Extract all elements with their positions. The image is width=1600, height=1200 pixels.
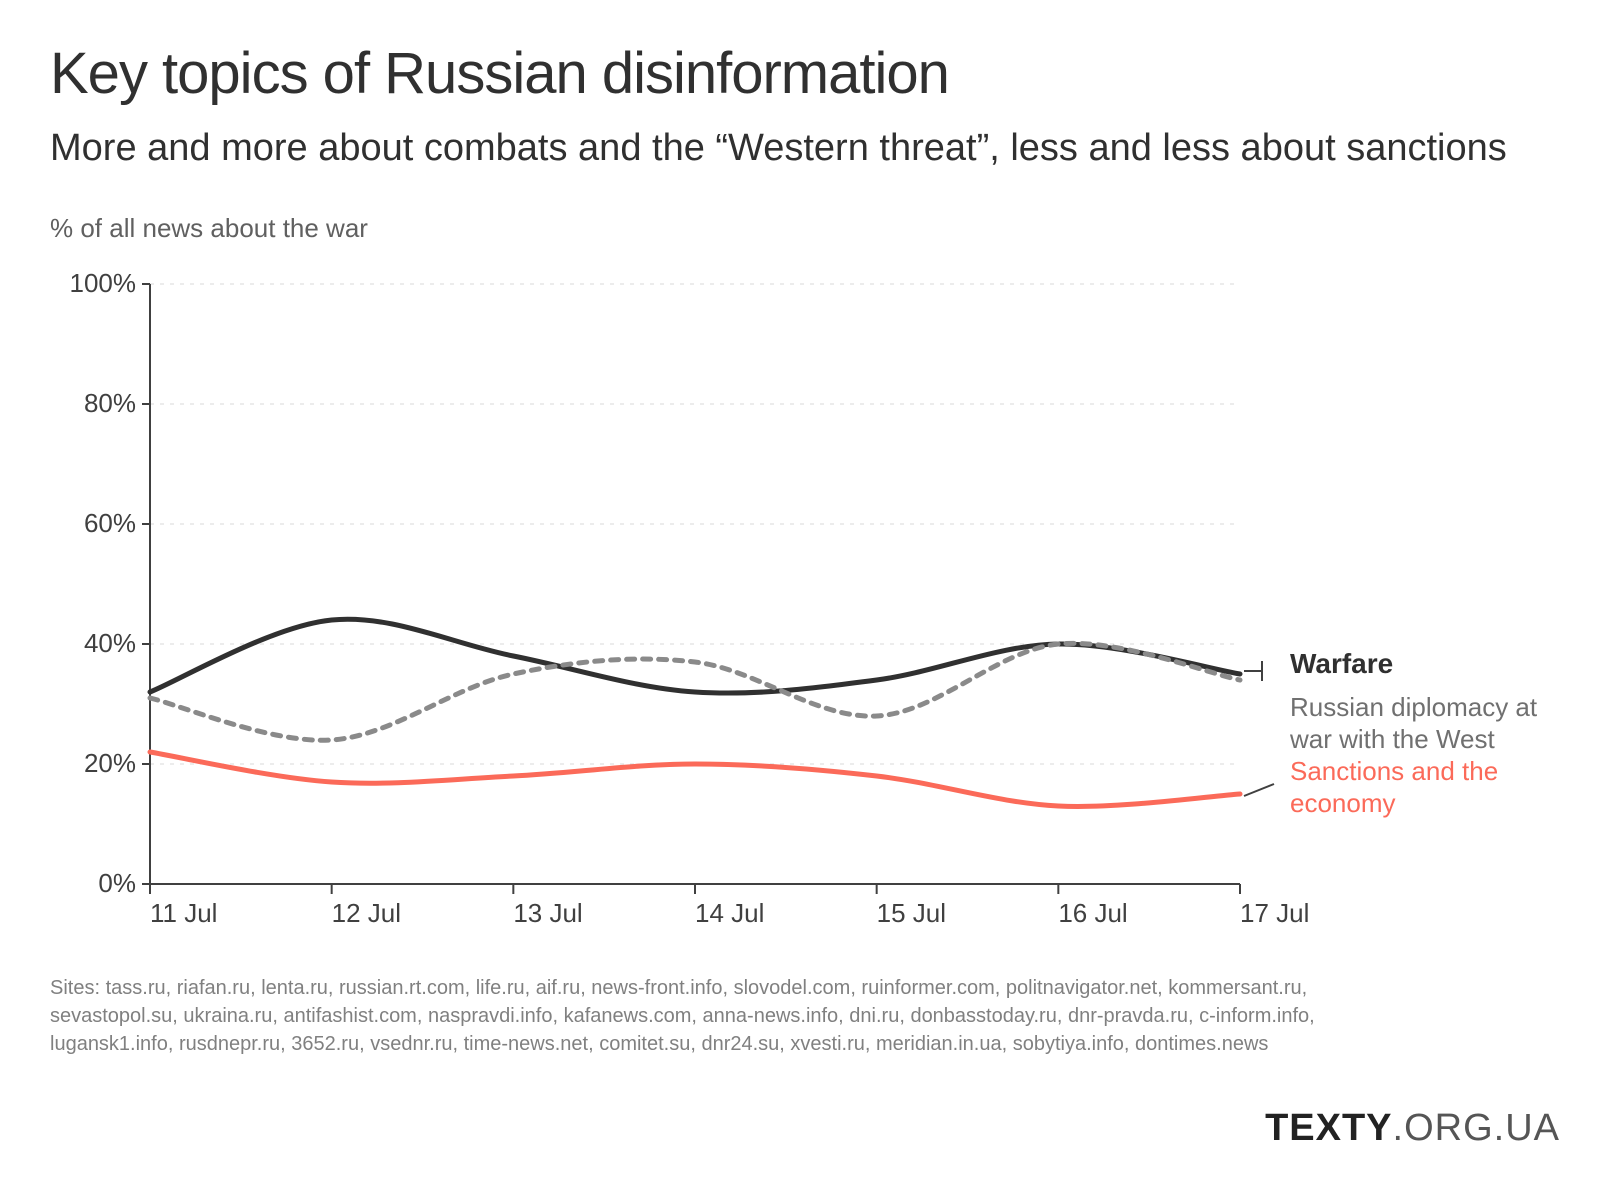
- brand-bold: TEXTY: [1265, 1107, 1392, 1149]
- sources-footnote: Sites: tass.ru, riafan.ru, lenta.ru, rus…: [50, 974, 1330, 1058]
- chart-subtitle: More and more about combats and the “Wes…: [50, 125, 1550, 173]
- legend-connector-icon: [1244, 784, 1274, 796]
- legend-label-diplomacy-2: war with the West: [1289, 724, 1495, 754]
- brand-light: .ORG.UA: [1393, 1107, 1560, 1149]
- legend-label-sanctions-2: economy: [1290, 788, 1396, 818]
- y-tick-label: 60%: [84, 508, 136, 538]
- legend-label-sanctions: Sanctions and the: [1290, 756, 1498, 786]
- x-tick-label: 16 Jul: [1058, 898, 1127, 928]
- chart-svg: 0% 20% 40% 60% 80% 100% 11 Jul 12 Jul 13 Jul 14 J…: [50, 254, 1550, 954]
- series-sanctions: [150, 752, 1240, 806]
- sources-list: tass.ru, riafan.ru, lenta.ru, russian.rt…: [50, 977, 1315, 1055]
- legend-label-warfare: Warfare: [1290, 648, 1393, 679]
- y-tick-label: 80%: [84, 388, 136, 418]
- series-warfare: [150, 619, 1240, 693]
- chart-title: Key topics of Russian disinformation: [50, 40, 1550, 107]
- sources-prefix: Sites:: [50, 977, 106, 999]
- legend-bracket-icon: [1244, 661, 1262, 681]
- brand-logo: TEXTY.ORG.UA: [1265, 1107, 1560, 1150]
- legend-label-diplomacy: Russian diplomacy at: [1290, 692, 1538, 722]
- x-tick-label: 17 Jul: [1240, 898, 1309, 928]
- y-tick-label: 0%: [98, 868, 136, 898]
- y-axis-label: % of all news about the war: [50, 213, 1550, 244]
- y-tick-label: 40%: [84, 628, 136, 658]
- x-tick-label: 13 Jul: [513, 898, 582, 928]
- x-tick-label: 15 Jul: [877, 898, 946, 928]
- y-tick-label: 100%: [70, 268, 137, 298]
- y-tick-label: 20%: [84, 748, 136, 778]
- x-tick-label: 12 Jul: [332, 898, 401, 928]
- x-tick-label: 14 Jul: [695, 898, 764, 928]
- x-tick-label: 11 Jul: [150, 898, 217, 928]
- line-chart: 0% 20% 40% 60% 80% 100% 11 Jul 12 Jul 13 Jul 14 J…: [50, 254, 1550, 954]
